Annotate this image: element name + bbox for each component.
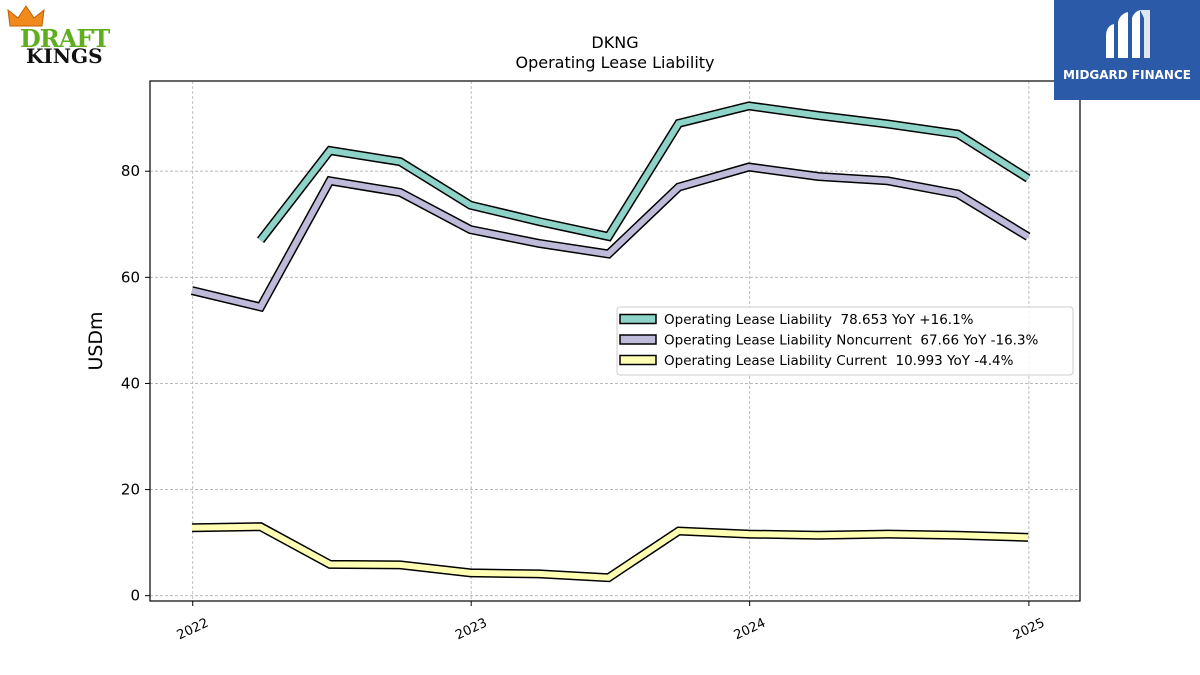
y-tick-label: 0 xyxy=(130,587,140,605)
midgard-logo-icon xyxy=(1106,10,1150,58)
legend-swatch xyxy=(619,334,657,345)
series-lines xyxy=(190,101,1031,583)
legend: Operating Lease Liability 78.653 YoY +16… xyxy=(616,306,1074,376)
grid-lines xyxy=(150,81,1080,601)
legend-swatch xyxy=(619,354,657,366)
x-tick-label: 2022 xyxy=(175,616,211,644)
x-tick-label: 2023 xyxy=(453,616,489,644)
logo-text-bottom: KINGS xyxy=(26,44,103,68)
brand-text: MIDGARD FINANCE xyxy=(1063,68,1191,82)
legend-swatch xyxy=(619,313,657,325)
y-axis: 0 20 40 60 80 xyxy=(121,162,150,605)
crown-icon xyxy=(7,5,45,27)
y-tick-label: 20 xyxy=(121,481,140,499)
y-tick-label: 40 xyxy=(121,374,140,392)
chart-subtitle: Operating Lease Liability xyxy=(515,53,714,72)
series-line xyxy=(258,102,1030,243)
plot-frame xyxy=(149,80,1081,602)
x-tick-label: 2024 xyxy=(732,616,768,644)
draftkings-logo: DRAFT KINGS xyxy=(6,4,122,68)
legend-entry: Operating Lease Liability Current 10.993… xyxy=(664,353,1014,369)
midgard-finance-logo: MIDGARD FINANCE xyxy=(1054,0,1200,100)
series-line xyxy=(191,523,1029,581)
y-tick-label: 60 xyxy=(121,268,140,286)
x-tick-label: 2025 xyxy=(1011,616,1047,644)
legend-entry: Operating Lease Liability Noncurrent 67.… xyxy=(664,333,1039,349)
y-axis-label: USDm xyxy=(85,311,107,370)
legend-entry: Operating Lease Liability 78.653 YoY +16… xyxy=(664,312,974,328)
legend-box xyxy=(616,306,1074,376)
series-line xyxy=(191,163,1030,311)
chart-title: DKNG xyxy=(591,33,638,52)
y-tick-label: 80 xyxy=(121,162,140,180)
x-axis: 2022 2023 2024 2025 xyxy=(175,601,1047,643)
logo-text-top: DRAFT xyxy=(20,24,110,53)
